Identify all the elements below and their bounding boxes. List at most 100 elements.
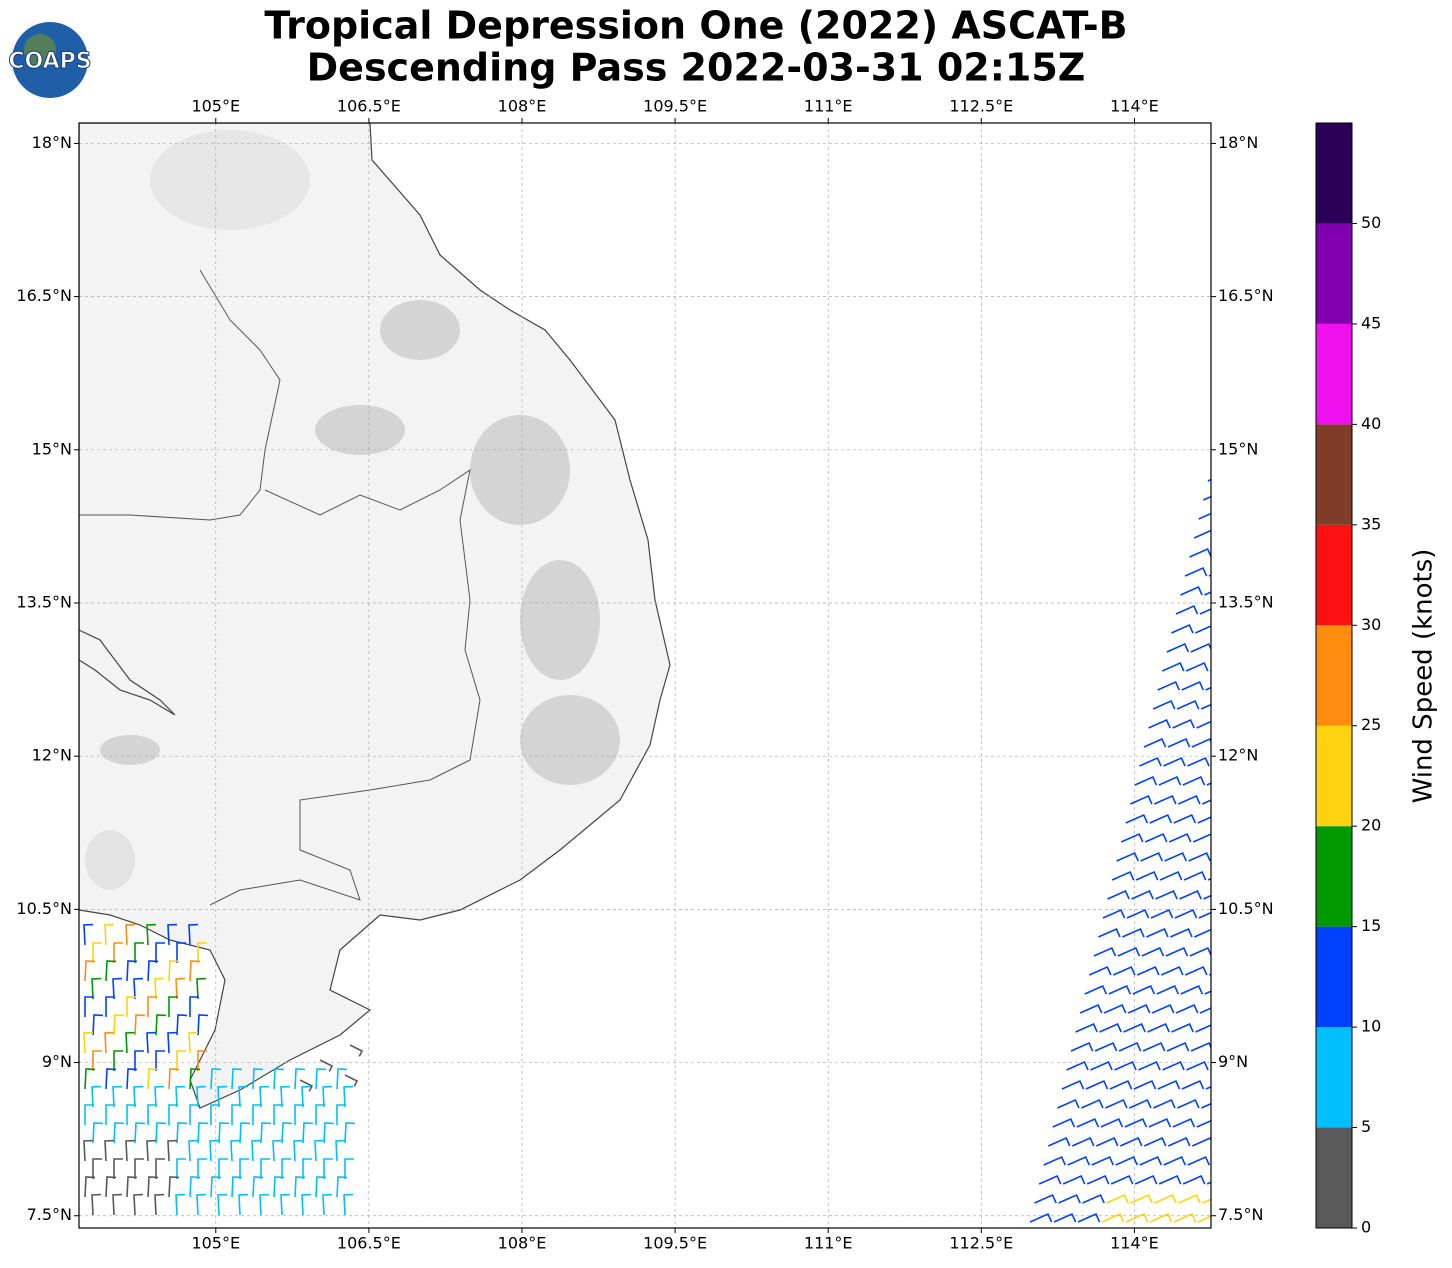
wind-barb	[1120, 832, 1144, 843]
y-tick-label: 12°N	[32, 746, 72, 765]
wind-barb	[1131, 889, 1154, 900]
subtitle: Descending Pass 2022-03-31 02:15Z	[307, 46, 1086, 90]
wind-barb	[1162, 1060, 1185, 1071]
y-tick-label: 9°N	[42, 1052, 72, 1071]
wind-barb	[1101, 1212, 1125, 1223]
wind-barb	[319, 1059, 334, 1072]
wind-barb	[1111, 870, 1135, 881]
wind-barb	[344, 1158, 354, 1179]
wind-barb	[1178, 1193, 1201, 1204]
colorbar-tick-label: 20	[1361, 816, 1381, 835]
wind-barb	[1107, 889, 1130, 900]
y-tick-label: 12°N	[1218, 746, 1258, 765]
colorbar-segment	[1316, 725, 1352, 827]
wind-barb	[1142, 1041, 1166, 1052]
wind-barb	[125, 1031, 136, 1054]
wind-barb	[1191, 737, 1211, 748]
wind-barb	[299, 1079, 314, 1092]
wind-barb	[218, 1122, 230, 1144]
wind-barb	[196, 977, 207, 1000]
map-area	[79, 123, 1211, 1228]
wind-barb	[1159, 870, 1183, 881]
wind-barb	[1150, 908, 1174, 919]
wind-barb	[168, 1104, 178, 1125]
y-tick-label: 13.5°N	[1218, 592, 1274, 611]
wind-barb	[293, 1139, 304, 1162]
wind-barb	[113, 1014, 125, 1036]
wind-barb	[1125, 813, 1149, 824]
map-frame	[78, 122, 1212, 1229]
wind-barb	[155, 942, 165, 963]
wind-barb	[134, 1014, 146, 1036]
wind-barb	[1183, 870, 1207, 881]
colorbar-segment	[1316, 424, 1352, 525]
axes: 105°E 105°E 106.5°E 106.5°E 108°E 108°E 109.5°…	[16, 97, 1273, 1253]
wind-barb	[176, 1122, 188, 1144]
x-tick-label: 114°E	[1110, 1234, 1159, 1253]
wind-barb	[1081, 1098, 1104, 1109]
wind-barb	[147, 960, 159, 982]
y-tick-label: 9°N	[1218, 1052, 1248, 1071]
wind-barb	[92, 1050, 102, 1071]
wind-barb	[272, 1139, 283, 1162]
title: Tropical Depression One (2022) ASCAT-B	[264, 4, 1127, 48]
wind-barb	[176, 1050, 186, 1071]
wind-barb	[1093, 946, 1117, 957]
y-tick-label: 15°N	[1218, 439, 1258, 458]
wind-barb	[1105, 1098, 1128, 1109]
wind-barb	[260, 1158, 270, 1179]
wind-barb	[1116, 851, 1139, 862]
wind-barb	[1103, 1003, 1127, 1014]
wind-barb	[1143, 737, 1167, 748]
wind-barb	[1082, 1193, 1105, 1204]
wind-barb	[1177, 1098, 1200, 1109]
colorbar-frame	[1315, 122, 1353, 1229]
wind-barb	[301, 1085, 312, 1108]
wind-barb	[1151, 1003, 1175, 1014]
wind-barb	[1148, 1117, 1172, 1128]
logo-text: COAPS	[8, 49, 91, 74]
wind-barb	[336, 1176, 348, 1198]
wind-barb	[168, 1176, 180, 1198]
wind-barb	[1164, 851, 1187, 862]
wind-barb	[1192, 833, 1211, 843]
wind-barb	[155, 1014, 167, 1036]
wind-barb	[1199, 1007, 1211, 1014]
wind-barb	[188, 1139, 199, 1162]
colorbar-tick-label: 0	[1361, 1218, 1371, 1237]
wind-barb	[1077, 1212, 1101, 1223]
wind-barb	[176, 942, 186, 963]
wind-barb	[1058, 1193, 1081, 1204]
wind-barb	[154, 977, 165, 1000]
wind-barb	[175, 1085, 186, 1108]
wind-barb	[125, 923, 136, 946]
wind-barb	[281, 1122, 293, 1144]
wind-barb	[1057, 1098, 1080, 1109]
wind-barb	[280, 1085, 291, 1108]
wind-barb	[105, 960, 117, 982]
wind-barb	[167, 1139, 178, 1162]
wind-barb	[147, 1176, 159, 1198]
wind-barb	[1180, 585, 1203, 596]
wind-barb	[1141, 946, 1165, 957]
wind-barb	[1189, 547, 1211, 558]
wind-barb	[1184, 965, 1208, 976]
wind-barb	[189, 1104, 199, 1125]
wind-barb	[197, 942, 207, 963]
wind-barb	[113, 1122, 125, 1144]
wind-barb	[1181, 680, 1205, 691]
wind-barb	[113, 1050, 123, 1071]
wind-barb	[323, 1158, 333, 1179]
wind-barb	[239, 1122, 251, 1144]
wind-barb	[1149, 813, 1173, 824]
wind-barb	[231, 1068, 243, 1090]
wind-barb	[335, 1139, 346, 1162]
wind-barb	[1084, 984, 1108, 995]
wind-barb	[252, 1104, 262, 1125]
x-tick-label: 112.5°E	[949, 97, 1013, 116]
wind-barb	[154, 1085, 165, 1108]
wind-barb	[1194, 928, 1211, 938]
wind-barb	[1062, 1174, 1086, 1185]
colorbar-segment	[1316, 223, 1352, 324]
